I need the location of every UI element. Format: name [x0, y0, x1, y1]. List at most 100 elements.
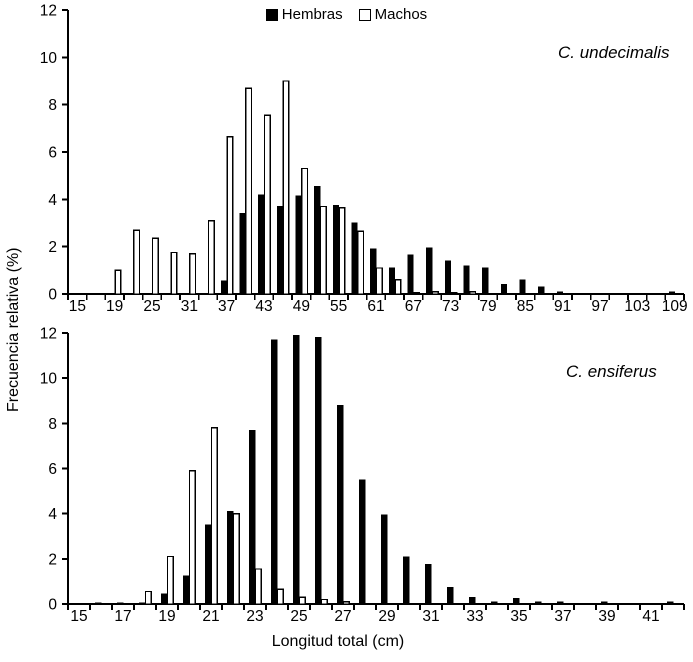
bar-hembras — [535, 601, 542, 605]
bar-hembras — [220, 280, 227, 295]
x-tick-label: 55 — [330, 298, 347, 315]
x-tick-label: 43 — [255, 298, 272, 315]
bar-hembras — [426, 247, 433, 295]
bar-hembras — [444, 260, 451, 295]
legend: Hembras Machos — [0, 6, 693, 23]
bar-hembras — [227, 511, 234, 605]
bar-hembras — [370, 248, 377, 295]
x-tick-label: 17 — [114, 608, 131, 625]
bar-machos — [151, 237, 159, 295]
bar-hembras — [315, 337, 322, 605]
bar-hembras — [557, 601, 564, 605]
x-tick-label: 25 — [143, 298, 160, 315]
bar-hembras — [205, 524, 212, 605]
y-tick-label: 4 — [48, 506, 57, 523]
bar-hembras — [183, 575, 190, 605]
bar-hembras — [337, 404, 344, 605]
bar-hembras — [668, 291, 675, 295]
bar-hembras — [556, 291, 563, 295]
bar-machos — [170, 251, 178, 295]
bar-hembras — [293, 334, 300, 605]
y-tick-label: 0 — [48, 597, 57, 614]
x-tick-label: 67 — [405, 298, 422, 315]
x-tick-label: 41 — [642, 608, 659, 625]
x-tick-label: 15 — [70, 608, 87, 625]
bar-machos — [189, 253, 197, 295]
bar-hembras — [469, 596, 476, 605]
legend-item-machos: Machos — [358, 6, 428, 23]
chart-0: 0 2 4 6 8 10 12 15 19 25 31 37 43 49 55 61 67 73 79 85 91 97 1… — [40, 3, 688, 316]
y-tick-label: 8 — [48, 97, 57, 114]
bar-hembras — [332, 204, 339, 295]
bar-hembras — [519, 279, 526, 295]
bar-hembras — [139, 602, 146, 605]
bar-machos — [263, 114, 271, 295]
y-tick-label: 2 — [48, 239, 57, 256]
legend-label-machos: Machos — [374, 6, 428, 23]
x-tick-label: 19 — [158, 608, 175, 625]
bar-machos — [413, 292, 421, 295]
bar-machos — [276, 588, 284, 605]
bar-hembras — [463, 265, 470, 295]
bar-machos — [282, 80, 290, 295]
y-tick-label: 4 — [48, 192, 57, 209]
chart-title-ensiferus: C. ensiferus — [566, 362, 657, 381]
bar-machos — [469, 290, 477, 295]
bar-machos — [375, 267, 383, 295]
x-tick-label: 79 — [479, 298, 496, 315]
bar-hembras — [482, 267, 489, 295]
bar-hembras — [381, 514, 388, 605]
bar-hembras — [425, 564, 432, 605]
bar-hembras — [491, 601, 498, 605]
y-tick-label: 12 — [40, 326, 57, 343]
bar-machos — [207, 219, 215, 295]
x-tick-label: 19 — [106, 298, 123, 315]
bar-hembras — [667, 601, 674, 605]
x-tick-label: 39 — [598, 608, 615, 625]
bar-hembras — [276, 206, 283, 295]
bar-machos — [133, 229, 141, 295]
bar-hembras — [95, 602, 102, 605]
bar-machos — [394, 279, 402, 295]
bar-machos — [245, 87, 253, 295]
x-tick-label: 35 — [510, 608, 527, 625]
bar-machos — [232, 513, 240, 605]
x-tick-label: 33 — [466, 608, 483, 625]
bar-hembras — [271, 339, 278, 605]
bar-machos — [166, 555, 174, 605]
y-tick-label: 10 — [40, 50, 58, 67]
bar-hembras — [388, 267, 395, 295]
bar-hembras — [161, 593, 168, 605]
bar-hembras — [500, 284, 507, 295]
bar-machos — [338, 206, 346, 295]
bar-hembras — [249, 429, 256, 605]
x-tick-label: 21 — [202, 608, 219, 625]
machos-swatch-icon — [358, 8, 371, 21]
bar-machos — [450, 292, 458, 295]
bar-machos — [254, 568, 262, 605]
x-tick-label: 97 — [591, 298, 608, 315]
bar-hembras — [601, 601, 608, 605]
x-tick-label: 109 — [662, 298, 688, 315]
x-tick-label: 27 — [334, 608, 351, 625]
x-tick-label: 85 — [517, 298, 534, 315]
bar-hembras — [513, 598, 520, 605]
y-tick-label: 12 — [40, 3, 57, 20]
bar-machos — [226, 135, 234, 295]
chart-title-undecimalis: C. undecimalis — [558, 43, 670, 62]
bar-hembras — [447, 586, 454, 605]
bar-machos — [298, 596, 306, 605]
y-tick-label: 2 — [48, 551, 57, 568]
bar-hembras — [314, 186, 321, 295]
hembras-swatch-icon — [265, 8, 278, 21]
x-tick-label: 15 — [69, 298, 86, 315]
y-tick-label: 6 — [48, 461, 57, 478]
y-tick-label: 6 — [48, 145, 57, 162]
x-tick-label: 29 — [378, 608, 395, 625]
bar-machos — [301, 167, 309, 295]
bar-machos — [319, 205, 327, 295]
y-tick-label: 0 — [48, 287, 57, 304]
bar-hembras — [403, 556, 410, 605]
x-tick-label: 37 — [218, 298, 235, 315]
